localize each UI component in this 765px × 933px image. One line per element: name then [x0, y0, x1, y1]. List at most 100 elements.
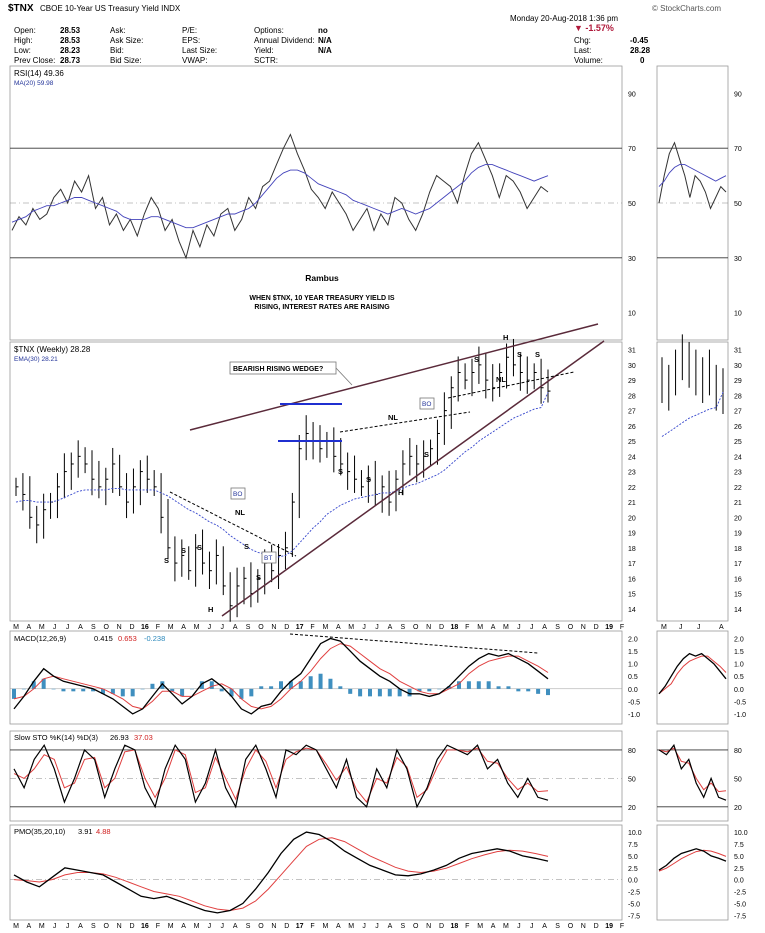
macd-histogram-bar [259, 686, 264, 689]
bottom-x-axis-label: A [542, 923, 547, 930]
price-inset-tick-label: 21 [734, 500, 742, 507]
macd-panel-frame [9, 630, 623, 725]
x-axis-label: F [310, 624, 314, 631]
nl-label-2016: NL [235, 508, 245, 517]
s-label-11: S [244, 542, 249, 551]
macd-tick-label: 1.5 [628, 649, 638, 656]
bottom-x-axis-label: N [271, 923, 276, 930]
macd-inset-tick-label: 1.0 [734, 662, 744, 669]
price-inset-frame [656, 341, 729, 622]
bottom-x-axis-label: M [503, 923, 509, 930]
bottom-x-axis-label: O [413, 923, 419, 930]
bottom-x-axis-label: F [310, 923, 314, 930]
bottom-x-axis-label: D [439, 923, 444, 930]
bottom-x-axis-label: M [168, 923, 174, 930]
bottom-x-axis-label: O [568, 923, 574, 930]
rsi-inset-tick-label: 70 [734, 146, 742, 153]
macd-histogram-bar [308, 676, 313, 689]
volume-value: 0 [640, 56, 645, 65]
price-inset-tick-label: 24 [734, 454, 742, 461]
inset-x-label: A [719, 624, 724, 631]
chg-value: -0.45 [630, 36, 649, 45]
macd-inset-tick-label: 0.5 [734, 674, 744, 681]
macd-histogram-bar [298, 681, 303, 689]
s-label-6: S [366, 475, 371, 484]
pmo-inset-tick-label: 5.0 [734, 854, 744, 861]
pmo-tick-label: 10.0 [628, 830, 642, 837]
x-axis-label: F [465, 624, 469, 631]
symbol[interactable]: $TNX [8, 3, 34, 14]
macd-inset-tick-label: -1.0 [734, 712, 746, 719]
rsi-inset-tick-label: 10 [734, 311, 742, 318]
h-label-2017: H [398, 488, 403, 497]
price-tick-label: 17 [628, 561, 636, 568]
s-label-3: S [197, 543, 202, 552]
price-inset-tick-label: 22 [734, 485, 742, 492]
bottom-x-axis-label: M [348, 923, 354, 930]
sto-tick-label: 50 [628, 776, 636, 783]
wedge-callout-pointer [335, 367, 353, 386]
macd-inset-tick-label: -0.5 [734, 699, 746, 706]
inset-x-label: J [679, 624, 683, 631]
bottom-x-axis-label: 18 [450, 923, 458, 930]
bottom-x-axis-label: N [117, 923, 122, 930]
x-axis-label: J [221, 624, 225, 631]
rsi-inset-tick-label: 90 [734, 91, 742, 98]
price-tick-label: 14 [628, 607, 636, 614]
bottom-x-axis-label: J [208, 923, 212, 930]
last-size-label: Last Size: [182, 46, 218, 55]
x-axis-label: A [336, 624, 341, 631]
macd-histogram-bar [160, 681, 165, 689]
h-label-2016: H [208, 605, 213, 614]
rsi-note-line-1: WHEN $TNX, 10 YEAR TREASURY YIELD IS [249, 295, 395, 302]
macd-histogram-bar [170, 688, 175, 692]
price-inset-tick-label: 26 [734, 424, 742, 431]
rsi-tick-label: 50 [628, 201, 636, 208]
macd-histogram-bar [229, 688, 234, 697]
annual-dividend-label: Annual Dividend: [254, 36, 315, 45]
rsi-inset-tick-label: 50 [734, 201, 742, 208]
macd-histogram-bar [427, 688, 432, 692]
macd-histogram-bar [239, 688, 244, 699]
pmo-tick-label: 7.5 [628, 842, 638, 849]
price-inset-tick-label: 23 [734, 470, 742, 477]
macd-histogram-bar [140, 688, 145, 690]
bottom-x-axis-label: O [258, 923, 264, 930]
high-label: High: [14, 36, 33, 45]
x-axis-label: F [156, 624, 160, 631]
bottom-x-axis-label: J [221, 923, 225, 930]
pmo-signal-line [13, 837, 549, 912]
x-axis-label: S [400, 624, 405, 631]
bottom-x-axis-label: O [104, 923, 110, 930]
bottom-x-axis-label: D [130, 923, 135, 930]
bottom-x-axis-label: J [517, 923, 521, 930]
bottom-x-axis-label: A [336, 923, 341, 930]
inset-x-label: J [697, 624, 701, 631]
x-axis-label: A [233, 624, 238, 631]
x-axis-label: D [130, 624, 135, 631]
macd-histogram-bar [12, 688, 16, 699]
price-inset-tick-label: 18 [734, 546, 742, 553]
x-axis-label: J [517, 624, 521, 631]
last-label: Last: [574, 46, 592, 55]
macd-histogram-bar [130, 688, 135, 697]
x-axis-label: J [375, 624, 379, 631]
price-tick-label: 19 [628, 531, 636, 538]
pe-label: P/E: [182, 26, 198, 35]
bottom-x-axis-label: J [66, 923, 70, 930]
x-axis-label: S [246, 624, 251, 631]
price-inset-tick-label: 25 [734, 439, 742, 446]
bottom-x-axis-label: F [620, 923, 624, 930]
x-axis-label: D [439, 624, 444, 631]
vwap-label: VWAP: [182, 56, 208, 65]
x-axis-label: M [39, 624, 45, 631]
pmo-tick-label: -5.0 [628, 901, 640, 908]
sto-inset-tick-label: 80 [734, 748, 742, 755]
bottom-x-axis-label: M [477, 923, 483, 930]
pmo-inset-signal [658, 849, 727, 872]
macd-histogram-bar [486, 681, 491, 689]
ask-label: Ask: [110, 26, 126, 35]
ask-size-label: Ask Size: [110, 36, 144, 45]
bottom-x-axis-label: N [426, 923, 431, 930]
